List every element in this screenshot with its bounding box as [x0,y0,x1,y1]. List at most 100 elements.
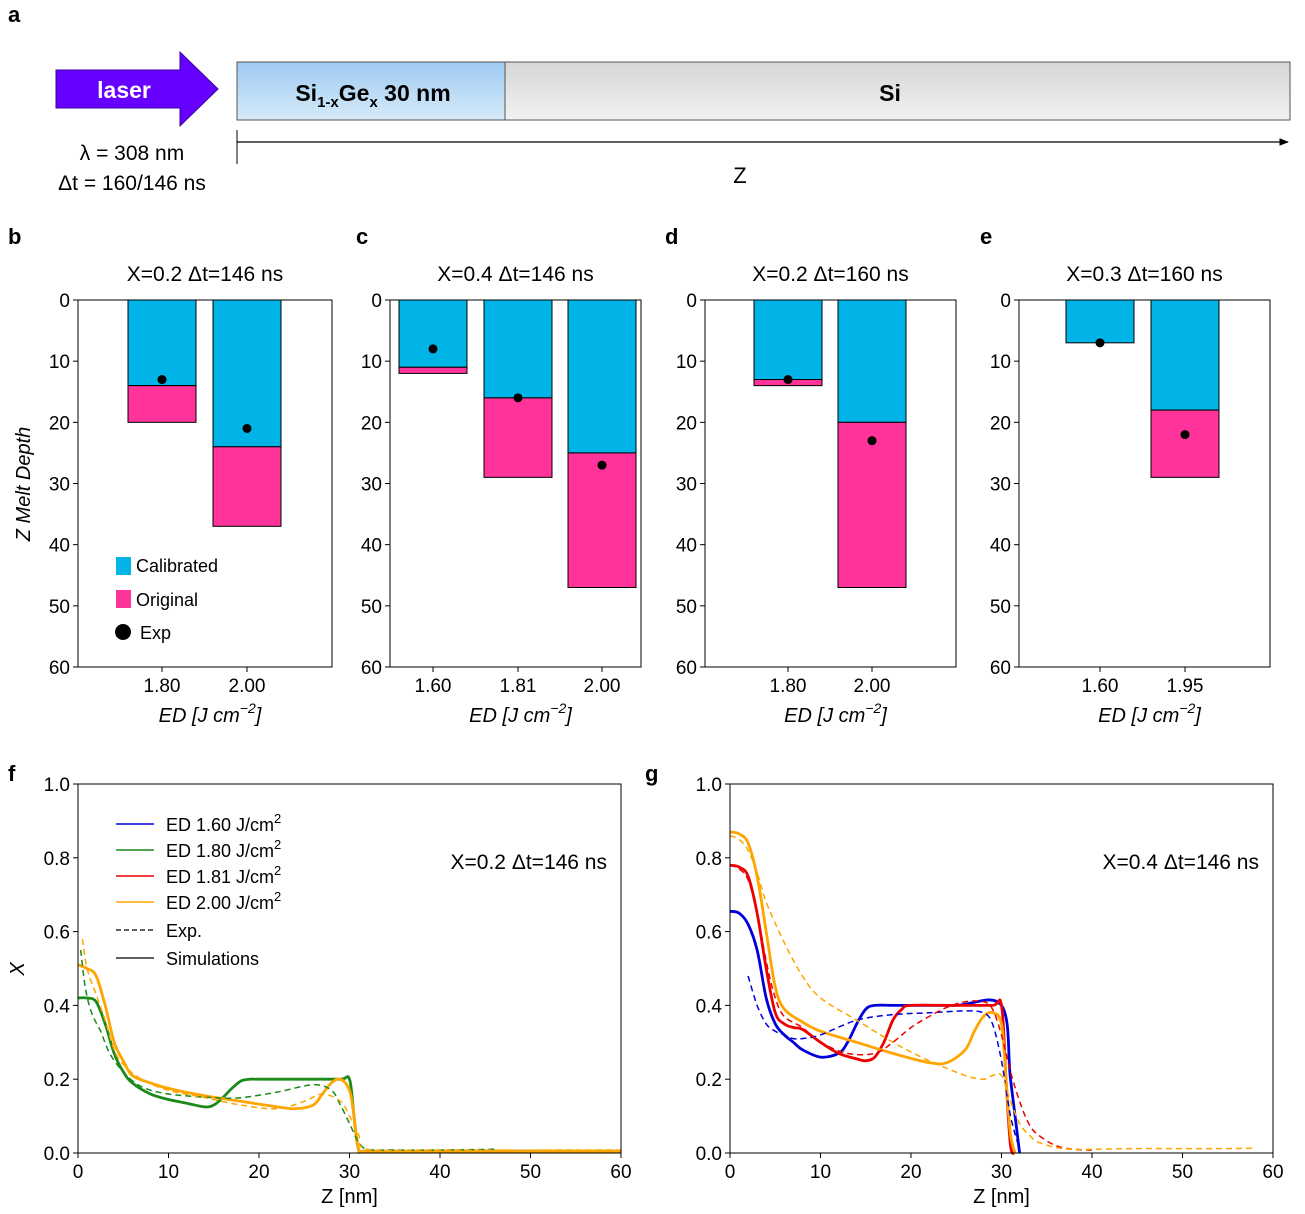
exp-point-1.80 [783,375,793,385]
y-tick-label-10: 10 [990,352,1011,373]
bar-calibrated-1.80 [753,299,823,381]
z-axis-label: Z [733,163,746,188]
chart-e: 1.60 1.95 0 10 20 30 40 50 60 X=0.3 Δt=160 ns ED [… [990,263,1271,727]
chart-title: X=0.2 Δt=160 ns [752,263,908,286]
chart-title: X=0.4 Δt=146 ns [437,263,593,286]
y-axis-label: X [7,962,29,977]
x-tick-label-50: 50 [1172,1162,1193,1183]
chart-f: 0 10 20 30 40 50 60 0.0 0.2 0.4 0.6 0.8 1.0 Z [nm] X X=… [7,775,632,1208]
y-tick-label-40: 40 [361,536,382,557]
bar-calibrated-1.95 [1150,299,1220,411]
bar-calibrated-2.00 [567,299,637,454]
y-tick-label-50: 50 [990,597,1011,618]
x-tick-label-2.00: 2.00 [854,676,891,697]
bar-original-2.00 [212,446,282,527]
x-tick-label-1.95: 1.95 [1167,676,1204,697]
panel-label-g: g [645,761,658,786]
wavelength-label: λ = 308 nm [80,142,184,165]
legend-label-160: ED 1.60 J/cm2 [166,811,281,835]
y-axis-label: Z Melt Depth [13,427,35,542]
exp-point-1.80 [157,375,167,385]
legend-label-181: ED 1.81 J/cm2 [166,863,281,887]
panel-label-f: f [8,761,16,786]
x-tick-label-1.80: 1.80 [770,676,807,697]
series-line-0 [77,996,621,1154]
panel-label-c: c [356,224,368,249]
legend-label-exp: Exp. [166,921,202,941]
x-tick-label-10: 10 [158,1162,179,1183]
y-tick-label-30: 30 [676,475,697,496]
x-axis-label: ED [J cm−2] [1098,700,1201,727]
x-tick-label-1.80: 1.80 [144,676,181,697]
x-tick-label-40: 40 [1081,1162,1102,1183]
sige-layer-label: Si1-xGex 30 nm [295,80,450,111]
x-tick-label-30: 30 [339,1162,360,1183]
plot-frame [729,783,1274,1154]
bar-calibrated-2.00 [212,299,282,448]
y-tick-label-20: 20 [990,413,1011,434]
panel-label-d: d [665,224,678,249]
legend-label-180: ED 1.80 J/cm2 [166,837,281,861]
x-tick-label-50: 50 [520,1162,541,1183]
bar-calibrated-1.60 [398,299,468,368]
sige-layer [236,61,506,121]
x-tick-label-30: 30 [991,1162,1012,1183]
y-tick-label-50: 50 [676,597,697,618]
y-tick-label-0.4: 0.4 [44,996,71,1017]
y-tick-label-10: 10 [361,352,382,373]
legend-original-swatch [116,590,131,608]
bar-original-1.60 [398,366,468,374]
si-substrate [504,61,1291,121]
chart-b: 1.80 2.00 0 10 20 30 40 50 60 X=0.2 Δt=146 ns ED [… [13,263,333,727]
x-tick-label-60: 60 [610,1162,631,1183]
y-tick-label-0.8: 0.8 [696,849,722,870]
series-line-1 [77,963,621,1154]
bar-calibrated-1.60 [1065,299,1135,344]
plot-frame [1018,299,1271,668]
y-tick-label-60: 60 [361,658,382,679]
y-tick-label-0.4: 0.4 [696,996,723,1017]
exp-point-1.60 [428,344,438,354]
y-tick-label-50: 50 [361,597,382,618]
y-tick-label-0: 0 [686,291,697,312]
y-tick-label-0: 0 [59,291,70,312]
series-line-3 [81,938,622,1152]
chart-g: 0 10 20 30 40 50 60 0.0 0.2 0.4 0.6 0.8 1.0 Z [nm] X=0… [696,775,1284,1208]
bar-calibrated-1.81 [483,299,553,399]
y-tick-label-40: 40 [990,536,1011,557]
chart-title: X=0.3 Δt=160 ns [1066,263,1222,286]
chart-annotation: X=0.4 Δt=146 ns [1103,851,1259,874]
x-tick-label-10: 10 [810,1162,831,1183]
bar-calibrated-1.80 [127,299,197,387]
x-axis-label: ED [J cm−2] [469,700,572,727]
legend-exp-marker [115,624,131,640]
series-line-1 [729,863,1017,1155]
chart-annotation: X=0.2 Δt=146 ns [451,851,607,874]
legend-calibrated-label: Calibrated [136,556,218,576]
x-tick-label-1.60: 1.60 [1082,676,1119,697]
x-tick-label-0: 0 [725,1162,736,1183]
x-tick-label-20: 20 [248,1162,269,1183]
y-tick-label-1.0: 1.0 [44,775,70,796]
bar-original-2.00 [837,421,907,588]
bar-original-1.95 [1150,409,1220,478]
y-tick-label-20: 20 [361,413,382,434]
y-tick-label-0.2: 0.2 [44,1070,70,1091]
x-axis-label: ED [J cm−2] [784,700,887,727]
pulse-label: Δt = 160/146 ns [58,172,206,195]
x-axis-label: Z [nm] [321,1186,378,1208]
exp-point-1.60 [1095,338,1105,348]
y-tick-label-60: 60 [990,658,1011,679]
x-tick-label-20: 20 [900,1162,921,1183]
y-tick-label-30: 30 [361,475,382,496]
series-line-2 [729,830,1017,1154]
exp-point-1.81 [513,393,523,403]
laser-arrow [55,50,219,128]
y-tick-label-0.8: 0.8 [44,849,70,870]
chart-title: X=0.2 Δt=146 ns [127,263,283,286]
bar-calibrated-2.00 [837,299,907,423]
legend-original-label: Original [136,590,198,610]
y-tick-label-60: 60 [49,658,70,679]
legend-exp-label: Exp [140,623,171,643]
x-tick-label-60: 60 [1262,1162,1283,1183]
